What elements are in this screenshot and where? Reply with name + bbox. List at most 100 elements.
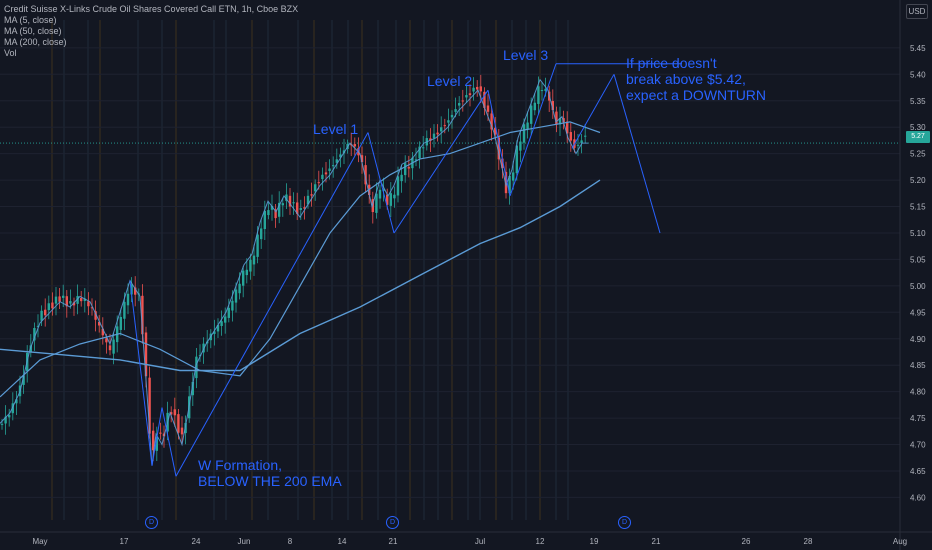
time-tick-label: 19: [590, 537, 599, 546]
candle-body: [562, 118, 565, 123]
candle-body: [360, 155, 364, 163]
legend-title: Credit Suisse X-Links Crude Oil Shares C…: [4, 4, 299, 14]
annotation-level-3[interactable]: Level 3: [503, 47, 549, 63]
candle-body: [220, 321, 223, 327]
price-tick-label: 5.40: [910, 70, 926, 79]
candle-body: [288, 195, 292, 207]
time-tick-label: Aug: [893, 537, 907, 546]
annotation-w-formation[interactable]: W Formation, BELOW THE 200 EMA: [198, 457, 342, 489]
candle-body: [396, 176, 400, 196]
price-tick-label: 4.70: [910, 441, 926, 450]
candle-body: [224, 316, 227, 323]
candle-body: [569, 132, 572, 141]
candle-body: [440, 127, 443, 132]
price-tick-label: 4.75: [910, 414, 926, 423]
candle-body: [36, 325, 40, 327]
candle-body: [278, 202, 281, 217]
candle-body: [519, 141, 522, 151]
candle-body: [126, 293, 130, 306]
candle-body: [148, 377, 151, 434]
candle-body: [537, 86, 540, 104]
annotation-level-1[interactable]: Level 1: [313, 121, 359, 137]
candle-body: [407, 167, 410, 169]
candle-body: [378, 189, 382, 199]
candle-body: [551, 100, 554, 111]
candle-body: [256, 234, 259, 257]
candle-body: [468, 93, 472, 96]
candle-body: [98, 321, 101, 326]
candle-body: [580, 140, 583, 144]
candle-body: [324, 172, 328, 175]
candle-body: [450, 114, 454, 118]
candle-body: [62, 295, 65, 298]
chart-legend: Credit Suisse X-Links Crude Oil Shares C…: [4, 4, 298, 59]
candle-body: [375, 193, 378, 213]
candle-body: [422, 147, 425, 149]
legend-ma50[interactable]: MA (50, close): [4, 26, 62, 36]
price-tick-label: 5.30: [910, 123, 926, 132]
currency-button[interactable]: USD: [906, 4, 928, 19]
candle-body: [436, 132, 439, 135]
candle-body: [119, 316, 122, 330]
price-tick-label: 4.80: [910, 388, 926, 397]
candle-body: [494, 127, 497, 135]
candle-body: [328, 168, 331, 172]
time-axis: May 17 24 Jun 8 14 21 Jul 12 19 21 26 28 Aug: [0, 531, 932, 546]
price-axis: 4.60 4.65 4.70 4.75 4.80 4.85 4.90 4.95 5.00 5.05…: [899, 0, 926, 550]
price-tick-label: 5.25: [910, 150, 926, 159]
annotation-note[interactable]: If price doesn't break above $5.42, expe…: [626, 55, 766, 103]
candle-body: [310, 194, 313, 196]
session-lines: [51, 20, 569, 520]
candle-body: [130, 284, 133, 295]
time-tick-label: 21: [652, 537, 661, 546]
candle-body: [504, 171, 508, 194]
candle-body: [33, 327, 36, 341]
candle-body: [90, 307, 94, 309]
candle-body: [389, 193, 392, 206]
price-tick-label: 5.15: [910, 203, 926, 212]
candle-body: [8, 414, 11, 418]
moving-averages: [0, 78, 601, 466]
candle-body: [173, 409, 176, 416]
candle-body: [94, 311, 97, 320]
annotation-note-line-3: expect a DOWNTURN: [626, 87, 767, 103]
annotation-level-2[interactable]: Level 2: [427, 73, 473, 89]
dividend-marker[interactable]: D: [145, 516, 158, 529]
candle-body: [306, 195, 310, 205]
candle-body: [54, 296, 58, 304]
trend-to-level-3: [509, 63, 557, 197]
candle-body: [281, 203, 284, 206]
candle-body: [191, 381, 194, 396]
candle-body: [418, 146, 421, 159]
candle-body: [566, 121, 569, 134]
candle-body: [393, 194, 396, 199]
trend-drawings: [129, 63, 682, 477]
candle-body: [65, 296, 68, 307]
legend-vol[interactable]: Vol: [4, 48, 17, 58]
dividend-marker[interactable]: D: [386, 516, 399, 529]
projection-up: [571, 74, 615, 149]
legend-ma5[interactable]: MA (5, close): [4, 15, 57, 25]
candle-body: [465, 95, 468, 98]
candle-body: [353, 144, 356, 147]
dividend-marker[interactable]: D: [618, 516, 631, 529]
legend-ma200[interactable]: MA (200, close): [4, 37, 67, 47]
candle-body: [461, 100, 464, 102]
time-tick-label: 12: [536, 537, 545, 546]
ma5-line: [0, 78, 588, 466]
candle-body: [72, 302, 76, 306]
candle-body: [429, 138, 432, 141]
candle-body: [105, 338, 108, 343]
candle-body: [242, 270, 245, 286]
chart-grid: [0, 47, 900, 498]
price-tick-label: 4.95: [910, 308, 926, 317]
candle-body: [274, 209, 277, 219]
time-tick-label: 17: [120, 537, 129, 546]
candle-body: [267, 210, 270, 216]
candle-body: [108, 345, 112, 351]
candle-body: [213, 331, 216, 334]
candle-body: [526, 122, 529, 130]
annotation-note-line-1: If price doesn't: [626, 55, 717, 71]
candle-body: [44, 309, 47, 316]
